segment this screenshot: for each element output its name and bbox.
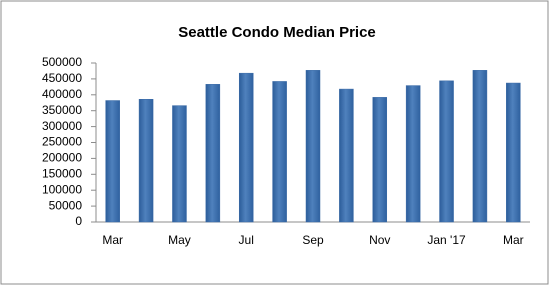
y-tick-label: 300000 <box>42 119 82 133</box>
y-tick-label: 400000 <box>42 87 82 101</box>
bar <box>272 81 287 223</box>
bar <box>205 84 221 223</box>
y-tick-label: 50000 <box>49 198 83 212</box>
y-tick-label: 350000 <box>42 103 82 117</box>
x-tick-label: Mar <box>102 233 123 247</box>
bar <box>138 99 154 223</box>
y-tick-label: 0 <box>75 214 82 228</box>
bar <box>439 80 454 223</box>
bar <box>238 72 254 223</box>
x-tick-label: Nov <box>369 233 390 247</box>
y-tick-label: 450000 <box>42 71 82 85</box>
bar <box>405 85 421 223</box>
chart-title: Seattle Condo Median Price <box>178 24 376 41</box>
x-tick-label: Sep <box>302 233 324 247</box>
x-tick-label: Jan '17 <box>427 233 466 247</box>
x-tick-label: Jul <box>239 233 254 247</box>
y-tick-label: 250000 <box>42 135 82 149</box>
y-tick-label: 100000 <box>42 182 82 196</box>
bar <box>372 97 388 223</box>
y-tick-label: 150000 <box>42 166 82 180</box>
y-tick-label: 500000 <box>42 55 82 69</box>
x-tick-label: Mar <box>503 233 524 247</box>
bar <box>172 105 187 223</box>
bar <box>506 82 521 223</box>
bar <box>339 88 354 223</box>
x-tick-label: May <box>168 233 191 247</box>
bar <box>305 70 321 223</box>
y-tick-label: 200000 <box>42 151 82 165</box>
bar <box>472 70 488 223</box>
bar <box>105 100 120 223</box>
